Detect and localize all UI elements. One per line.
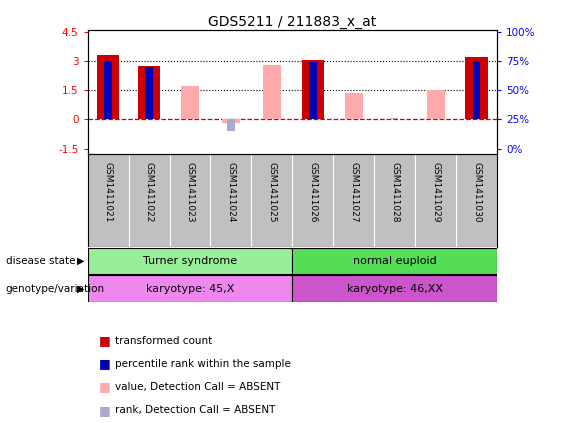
Bar (97, 55, 119, 119)
Bar (293, 275, 497, 302)
Text: GSM1411025: GSM1411025 (267, 162, 276, 222)
Text: value, Detection Call = ABSENT: value, Detection Call = ABSENT (115, 382, 280, 392)
Bar (105, 61, 112, 119)
Text: GSM1411030: GSM1411030 (472, 162, 481, 222)
Bar (302, 60, 324, 119)
Text: karyotype: 46,XX: karyotype: 46,XX (347, 284, 443, 294)
Text: disease state: disease state (6, 256, 75, 266)
Bar (227, 119, 234, 132)
Bar (345, 93, 363, 119)
Title: GDS5211 / 211883_x_at: GDS5211 / 211883_x_at (208, 14, 376, 29)
Text: ■: ■ (99, 334, 111, 347)
Bar (145, 67, 153, 119)
Text: GSM1411023: GSM1411023 (185, 162, 194, 222)
Bar (88, 275, 293, 302)
Text: ▶: ▶ (77, 256, 85, 266)
Text: ■: ■ (99, 357, 111, 370)
Text: GSM1411021: GSM1411021 (103, 162, 112, 222)
Bar (138, 66, 160, 119)
Bar (181, 86, 199, 119)
Text: genotype/variation: genotype/variation (6, 284, 105, 294)
Text: GSM1411027: GSM1411027 (349, 162, 358, 222)
Bar (391, 118, 398, 119)
Bar (309, 62, 316, 119)
Text: ■: ■ (99, 381, 111, 393)
Text: rank, Detection Call = ABSENT: rank, Detection Call = ABSENT (115, 405, 275, 415)
Text: GSM1411026: GSM1411026 (308, 162, 318, 222)
Text: transformed count: transformed count (115, 335, 212, 346)
Bar (427, 90, 445, 119)
Text: Turner syndrome: Turner syndrome (143, 256, 237, 266)
Text: GSM1411028: GSM1411028 (390, 162, 399, 222)
Bar (293, 248, 497, 275)
Text: GSM1411022: GSM1411022 (145, 162, 154, 222)
Text: ▶: ▶ (77, 284, 85, 294)
Text: ■: ■ (99, 404, 111, 417)
Bar (221, 119, 240, 123)
Text: normal euploid: normal euploid (353, 256, 437, 266)
Bar (473, 61, 480, 119)
Text: GSM1411024: GSM1411024 (227, 162, 236, 222)
Text: GSM1411029: GSM1411029 (431, 162, 440, 222)
Bar (466, 57, 488, 119)
Bar (88, 248, 293, 275)
Bar (263, 65, 281, 119)
Text: percentile rank within the sample: percentile rank within the sample (115, 359, 290, 369)
Text: karyotype: 45,X: karyotype: 45,X (146, 284, 234, 294)
